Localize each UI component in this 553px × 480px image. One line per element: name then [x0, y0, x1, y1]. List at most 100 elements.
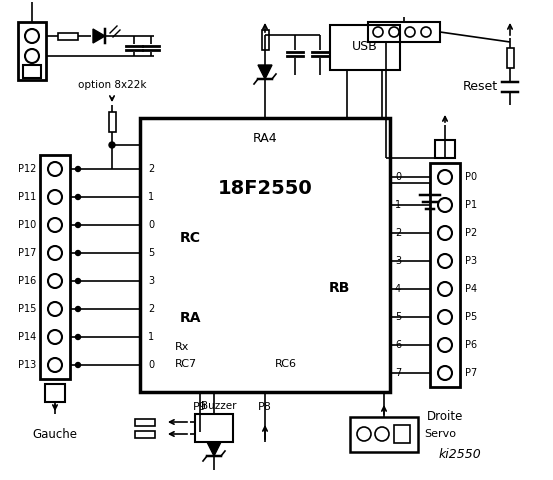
Bar — [195, 414, 233, 442]
Circle shape — [76, 223, 81, 228]
Bar — [430, 163, 460, 387]
Text: 5: 5 — [395, 312, 401, 322]
Circle shape — [375, 427, 389, 441]
Text: P8: P8 — [258, 402, 272, 412]
Bar — [135, 431, 155, 437]
Text: P11: P11 — [18, 192, 36, 202]
Text: option 8x22k: option 8x22k — [78, 80, 146, 90]
Bar — [350, 417, 418, 452]
Text: P13: P13 — [18, 360, 36, 370]
Bar — [108, 112, 116, 132]
Text: P9: P9 — [193, 402, 207, 412]
Bar — [18, 22, 46, 80]
Circle shape — [25, 49, 39, 63]
Circle shape — [76, 278, 81, 284]
Circle shape — [405, 27, 415, 37]
Text: 18F2550: 18F2550 — [218, 179, 312, 197]
Text: 6: 6 — [395, 340, 401, 350]
Text: Reset: Reset — [463, 81, 498, 94]
Circle shape — [438, 338, 452, 352]
Text: P10: P10 — [18, 220, 36, 230]
Text: Gauche: Gauche — [33, 428, 77, 441]
Text: Droite: Droite — [427, 410, 463, 423]
Circle shape — [48, 274, 62, 288]
Text: Buzzer: Buzzer — [201, 401, 237, 411]
Text: P4: P4 — [465, 284, 477, 294]
Text: 1: 1 — [395, 200, 401, 210]
Text: RA4: RA4 — [253, 132, 277, 144]
Text: P0: P0 — [465, 172, 477, 182]
Text: 7: 7 — [395, 368, 401, 378]
Circle shape — [76, 335, 81, 339]
Text: 3: 3 — [148, 276, 154, 286]
Circle shape — [76, 307, 81, 312]
Text: P16: P16 — [18, 276, 36, 286]
Circle shape — [438, 198, 452, 212]
Text: RC7: RC7 — [175, 359, 197, 369]
Circle shape — [438, 170, 452, 184]
Circle shape — [357, 427, 371, 441]
Text: RA: RA — [180, 311, 201, 325]
Text: USB: USB — [352, 40, 378, 53]
Polygon shape — [207, 442, 221, 456]
Text: P3: P3 — [465, 256, 477, 266]
Bar — [262, 30, 269, 50]
Circle shape — [48, 218, 62, 232]
Bar — [40, 155, 70, 379]
Text: P2: P2 — [465, 228, 477, 238]
Polygon shape — [93, 29, 105, 43]
Text: P12: P12 — [18, 164, 36, 174]
Text: P7: P7 — [465, 368, 477, 378]
Text: Servo: Servo — [424, 429, 456, 439]
Text: RB: RB — [328, 281, 350, 295]
Circle shape — [438, 366, 452, 380]
Text: RC: RC — [180, 231, 201, 245]
Text: 0: 0 — [395, 172, 401, 182]
Bar — [23, 65, 41, 78]
Circle shape — [76, 251, 81, 255]
Circle shape — [76, 194, 81, 200]
Bar — [507, 48, 514, 68]
Circle shape — [421, 27, 431, 37]
Text: P6: P6 — [465, 340, 477, 350]
Text: ki2550: ki2550 — [439, 448, 481, 461]
Circle shape — [76, 362, 81, 368]
Circle shape — [438, 254, 452, 268]
Text: 2: 2 — [148, 164, 154, 174]
Circle shape — [48, 162, 62, 176]
Bar — [140, 118, 390, 392]
Circle shape — [438, 282, 452, 296]
Circle shape — [76, 167, 81, 171]
Text: 2: 2 — [148, 304, 154, 314]
Text: P14: P14 — [18, 332, 36, 342]
Text: RC6: RC6 — [275, 359, 297, 369]
Text: 3: 3 — [395, 256, 401, 266]
Circle shape — [373, 27, 383, 37]
Circle shape — [48, 330, 62, 344]
Text: P5: P5 — [465, 312, 477, 322]
Circle shape — [48, 358, 62, 372]
Text: P17: P17 — [18, 248, 36, 258]
Circle shape — [48, 190, 62, 204]
Bar — [368, 22, 440, 42]
Circle shape — [438, 310, 452, 324]
Text: P15: P15 — [18, 304, 36, 314]
Bar — [330, 25, 400, 70]
Bar — [394, 425, 410, 443]
Circle shape — [48, 246, 62, 260]
Text: Rx: Rx — [175, 342, 189, 352]
Text: P1: P1 — [465, 200, 477, 210]
Text: 1: 1 — [148, 192, 154, 202]
Circle shape — [438, 226, 452, 240]
Text: 5: 5 — [148, 248, 154, 258]
Text: 4: 4 — [395, 284, 401, 294]
Bar — [135, 419, 155, 425]
Bar — [58, 33, 78, 39]
Text: 2: 2 — [395, 228, 401, 238]
Text: 1: 1 — [148, 332, 154, 342]
Text: 0: 0 — [148, 360, 154, 370]
Bar — [435, 140, 455, 158]
Circle shape — [25, 29, 39, 43]
Circle shape — [389, 27, 399, 37]
Polygon shape — [258, 65, 272, 79]
